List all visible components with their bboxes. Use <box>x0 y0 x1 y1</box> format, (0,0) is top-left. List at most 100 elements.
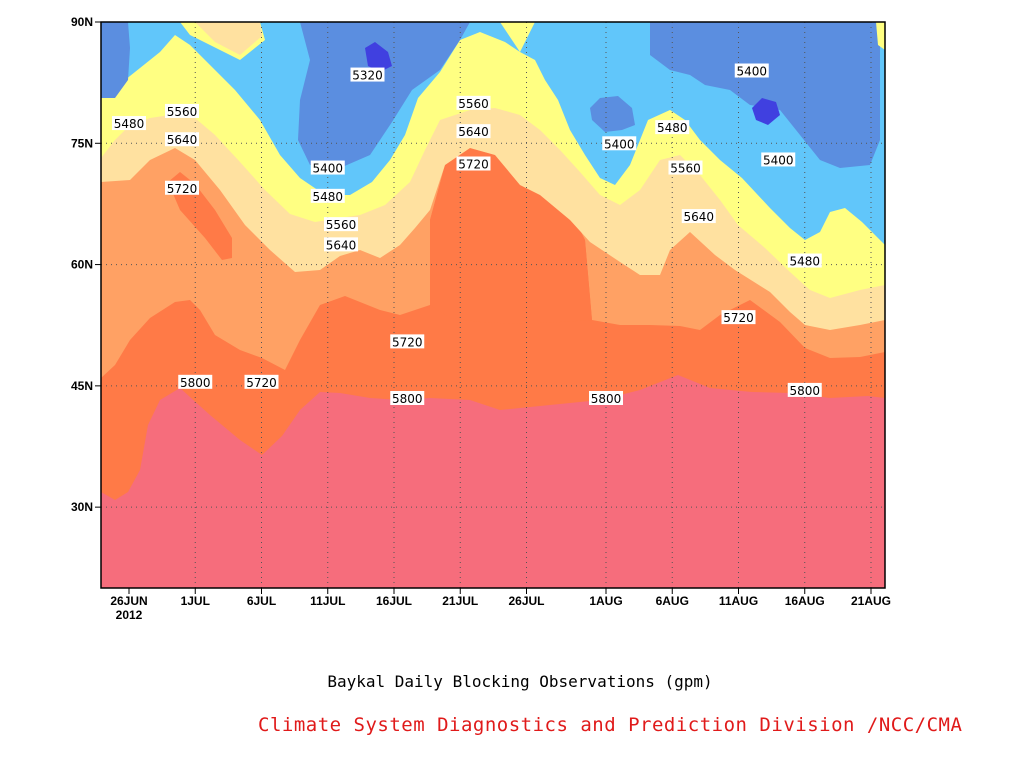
contour-label-text: 5720 <box>167 182 198 196</box>
contour-label: 5560 <box>165 103 199 119</box>
contour-chart: 5480 5560 5640 5720 5800 5720 5320 5400 5480 5560… <box>71 15 891 622</box>
contour-label-text: 5640 <box>683 210 714 224</box>
credit-line: Climate System Diagnostics and Predictio… <box>258 714 963 736</box>
contour-label-text: 5800 <box>789 384 820 398</box>
contour-label-text: 5480 <box>312 190 343 204</box>
y-tick-label: 75N <box>71 136 93 150</box>
contour-label-text: 5560 <box>326 218 357 232</box>
contour-label: 5800 <box>787 382 822 398</box>
contour-label-text: 5800 <box>180 376 211 390</box>
contour-label-bg <box>324 237 358 252</box>
contour-label-bg <box>310 160 345 175</box>
contour-label: 5640 <box>456 124 491 139</box>
contour-label: 5480 <box>310 188 345 204</box>
contour-label-text: 5720 <box>458 158 489 172</box>
band-5560-top <box>195 22 262 55</box>
x-axis: 26JUN 1JUL 6JUL 11JUL 16JUL 21JUL 26JUL 1AUG 6AU… <box>110 588 891 622</box>
contour-label-bg <box>350 67 385 82</box>
contour-label-text: 5400 <box>736 65 767 79</box>
contour-label: 5640 <box>324 237 358 252</box>
contour-label: 5640 <box>681 209 716 224</box>
contour-label: 5720 <box>390 334 425 349</box>
contour-label-text: 5480 <box>789 255 820 269</box>
contour-label-bg <box>165 180 199 195</box>
contour-label-text: 5720 <box>723 311 754 325</box>
contour-label-bg <box>787 382 822 397</box>
plot-area <box>101 22 885 588</box>
y-tick-label: 45N <box>71 379 93 393</box>
contour-label-text: 5560 <box>458 97 489 111</box>
contour-label-bg <box>787 253 822 268</box>
contour-label-bg <box>390 334 425 349</box>
contour-label-bg <box>456 95 491 110</box>
contour-label: 5480 <box>655 120 690 135</box>
contour-label: 5720 <box>244 374 279 390</box>
contour-label-bg <box>165 103 199 118</box>
contour-label-text: 5720 <box>392 335 423 349</box>
gridlines <box>101 22 885 588</box>
contour-label-bg <box>655 120 690 135</box>
contour-label: 5560 <box>324 217 358 232</box>
contour-label-bg <box>761 152 796 167</box>
contour-label-bg <box>310 188 345 203</box>
x-tick-label: 6AUG <box>656 594 689 608</box>
contour-label: 5480 <box>787 253 822 269</box>
contour-label-text: 5400 <box>604 137 635 151</box>
contour-label-text: 5480 <box>114 117 145 131</box>
contour-label-text: 5640 <box>326 238 357 252</box>
contour-label-bg <box>165 132 199 147</box>
contour-labels: 5480 5560 5640 5720 5800 5720 5320 5400 5480 5560… <box>112 63 822 406</box>
band-5320-5400 <box>101 22 880 168</box>
contour-label-text: 5560 <box>670 162 701 176</box>
contour-label: 5800 <box>178 374 213 390</box>
contour-label: 5800 <box>589 390 623 406</box>
contour-label-text: 5400 <box>763 153 794 167</box>
contour-label-text: 5560 <box>167 105 198 119</box>
contour-label-bg <box>668 160 703 175</box>
contour-label-bg <box>244 374 279 389</box>
contour-label: 5800 <box>390 390 425 406</box>
band-5400-5480 <box>101 22 885 245</box>
contour-label-bg <box>602 136 637 151</box>
contour-label-bg <box>589 390 623 405</box>
x-tick-label: 1AUG <box>589 594 622 608</box>
x-tick-label: 6JUL <box>247 594 276 608</box>
contour-label-bg <box>681 209 716 224</box>
y-axis: 90N 75N 60N 45N 30N <box>71 15 101 514</box>
x-year-label: 2012 <box>116 608 143 622</box>
x-tick-label: 21AUG <box>851 594 891 608</box>
contour-label: 5400 <box>602 136 637 151</box>
contour-label-bg <box>178 374 213 389</box>
contour-label: 5400 <box>761 152 796 167</box>
band-below-5320-b <box>752 98 780 125</box>
contour-label-bg <box>324 217 358 232</box>
contour-label: 5560 <box>668 160 703 176</box>
contour-label: 5720 <box>165 180 199 196</box>
contour-label-bg <box>390 390 425 405</box>
y-tick-label: 60N <box>71 258 93 272</box>
contour-label-bg <box>721 310 756 325</box>
contour-label: 5560 <box>456 95 491 111</box>
x-tick-label: 26JUL <box>508 594 544 608</box>
contour-label: 5400 <box>310 160 345 176</box>
contour-label: 5640 <box>165 132 199 147</box>
x-tick-label: 11JUL <box>310 594 345 608</box>
band-5720-5800-north <box>430 148 592 324</box>
chart-caption: Baykal Daily Blocking Observations (gpm) <box>327 672 713 691</box>
contour-label: 5320 <box>350 67 385 83</box>
band-right-edge-yellow <box>876 22 885 50</box>
contour-label-text: 5800 <box>591 392 622 406</box>
contour-label-text: 5480 <box>657 121 688 135</box>
band-below-5320-a <box>365 42 392 72</box>
contour-label-text: 5400 <box>312 162 343 176</box>
contour-label-bg <box>456 124 491 139</box>
x-tick-label: 16JUL <box>376 594 412 608</box>
y-tick-label: 30N <box>71 500 93 514</box>
contour-label-bg <box>734 63 769 78</box>
x-tick-label: 21JUL <box>442 594 478 608</box>
contour-label: 5400 <box>734 63 769 79</box>
contour-label: 5720 <box>721 310 756 325</box>
contour-label-text: 5800 <box>392 392 423 406</box>
contour-label-text: 5720 <box>246 376 277 390</box>
x-tick-label: 11AUG <box>719 594 758 608</box>
